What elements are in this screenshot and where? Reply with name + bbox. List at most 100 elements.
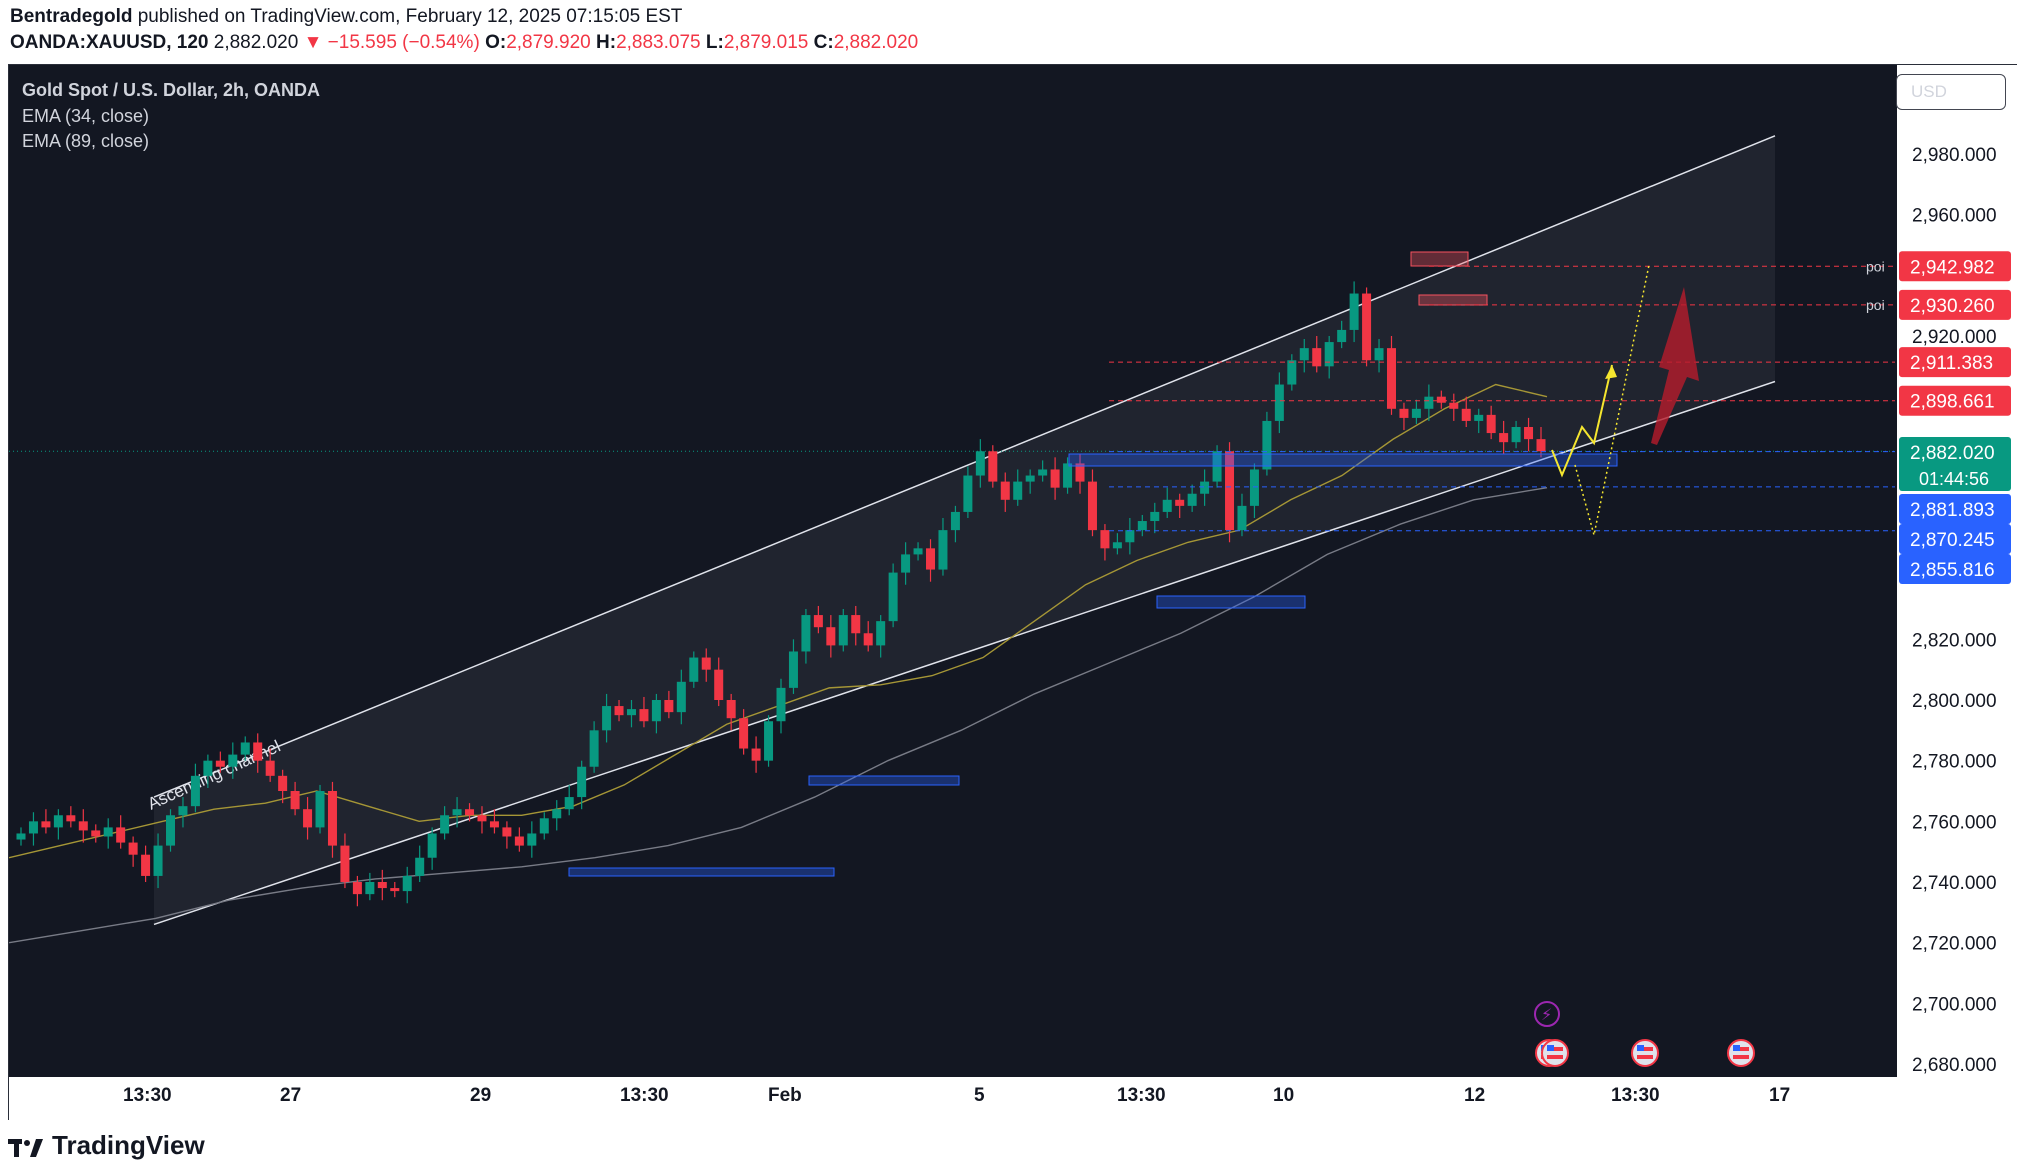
candle-body	[552, 809, 562, 819]
candle-body	[1025, 475, 1035, 482]
candle-body	[876, 621, 886, 646]
candle-body	[527, 833, 537, 846]
candle-body	[1424, 396, 1434, 409]
candle-body	[1075, 463, 1085, 482]
price-badge-label: 2,870.245	[1910, 530, 1995, 551]
currency-selector[interactable]: USD	[1896, 74, 2006, 110]
price-tick-label: 2,760.000	[1912, 812, 1997, 833]
candle-body	[626, 709, 636, 716]
candle-body	[826, 627, 836, 646]
candle-body	[714, 669, 724, 700]
price-tick-label: 2,740.000	[1912, 873, 1997, 894]
price-badge-label: 2,882.020	[1910, 443, 1995, 464]
candle-body	[577, 766, 587, 798]
high-value: 2,883.075	[616, 32, 701, 53]
candle-body	[1274, 384, 1284, 421]
candle-body	[28, 821, 38, 834]
price-badge	[1899, 437, 2011, 491]
candle-body	[1013, 481, 1023, 500]
candle-body	[664, 700, 674, 713]
candle-body	[116, 827, 126, 843]
channel-lower-line	[153, 380, 1776, 926]
candle-body	[1087, 481, 1097, 531]
ema89-legend[interactable]: EMA (89, close)	[22, 131, 150, 151]
high-label: H:	[596, 32, 617, 53]
flag-stripe	[1637, 1055, 1653, 1059]
projection-path-up	[1551, 364, 1613, 478]
candle-body	[813, 615, 823, 628]
candle-body	[427, 833, 437, 858]
ema34-legend[interactable]: EMA (34, close)	[22, 106, 150, 126]
candle-body	[415, 857, 425, 876]
time-tick-label: 12	[1464, 1085, 1485, 1106]
supply-zone	[1410, 251, 1469, 267]
time-tick-label: 13:30	[1611, 1085, 1660, 1106]
time-tick-label: 10	[1273, 1085, 1294, 1106]
candle-body	[253, 742, 263, 761]
candle-body	[950, 511, 960, 531]
us-flag-event-icon	[1541, 1039, 1569, 1067]
candle-body	[751, 748, 761, 761]
demand-zone	[1068, 453, 1618, 467]
time-axis[interactable]	[9, 1077, 2018, 1121]
candle-body	[639, 709, 649, 722]
candle-body	[788, 651, 798, 688]
candle-body	[651, 700, 661, 722]
time-tick-label: Feb	[768, 1085, 802, 1106]
flag-canton	[1733, 1045, 1740, 1051]
candle-body	[340, 845, 350, 882]
candle-body	[1237, 505, 1247, 531]
candle-body	[327, 791, 337, 846]
us-flag-event-icon	[1727, 1039, 1755, 1067]
price-badge	[1899, 385, 2011, 416]
candle-body	[913, 548, 923, 555]
chart-frame[interactable]: Ascending channel poi poi 2,680.000 2,700.00…	[8, 64, 2018, 1121]
time-tick-label: 13:30	[123, 1085, 172, 1106]
candle-body	[1536, 439, 1546, 452]
candle-body	[801, 615, 811, 652]
low-value: 2,879.015	[723, 32, 809, 53]
plot-area[interactable]	[9, 65, 1897, 1077]
time-tick-label: 29	[470, 1085, 491, 1106]
price-tick-label: 2,680.000	[1912, 1055, 1997, 1076]
candle-body	[1337, 329, 1347, 343]
chart-title: Gold Spot / U.S. Dollar, 2h, OANDA	[22, 80, 321, 100]
tradingview-brand[interactable]: TradingView	[8, 1130, 205, 1161]
price-badge-label: 2,855.816	[1910, 560, 1995, 581]
price-badge-label: 2,930.260	[1910, 296, 1995, 317]
flag-stripe	[1637, 1047, 1653, 1051]
demand-zone	[808, 775, 960, 786]
ohlc-line: OANDA:XAUUSD, 120 2,882.020 ▼ −15.595 (−…	[10, 32, 918, 54]
currency-label: USD	[1911, 82, 1947, 101]
candle-body	[888, 572, 898, 622]
candle-body	[1349, 293, 1359, 330]
price-chart[interactable]: Ascending channelpoipoi2,680.0002,700.00…	[9, 65, 2018, 1121]
candle-body	[689, 657, 699, 682]
candle-body	[1324, 342, 1334, 367]
candle-body	[1112, 542, 1122, 549]
close-value: 2,882.020	[833, 32, 919, 53]
candle-body	[502, 827, 512, 837]
candle-body	[1411, 408, 1421, 418]
candle-body	[1137, 521, 1147, 531]
poi-label: poi	[1866, 258, 1885, 274]
time-tick-label: 27	[280, 1085, 301, 1106]
candle-body	[303, 809, 313, 828]
candle-body	[764, 721, 774, 761]
ema89-line	[9, 486, 1548, 944]
flag-stripe	[1733, 1055, 1749, 1059]
candle-body	[1499, 433, 1509, 443]
time-tick-label: 17	[1769, 1085, 1790, 1106]
candle-body	[390, 888, 400, 892]
candle-body	[988, 451, 998, 482]
candle-body	[352, 882, 362, 895]
symbol: OANDA:XAUUSD, 120	[10, 32, 209, 53]
candle-body	[851, 615, 861, 634]
candle-body	[41, 821, 51, 828]
price-badge-label: 2,881.893	[1910, 500, 1995, 521]
price-tick-label: 2,980.000	[1912, 145, 1997, 166]
candle-body	[78, 821, 88, 831]
author-name[interactable]: Bentradegold	[10, 6, 133, 27]
price-tick-label: 2,800.000	[1912, 691, 1997, 712]
lightning-glyph: ⚡	[1541, 1005, 1552, 1024]
